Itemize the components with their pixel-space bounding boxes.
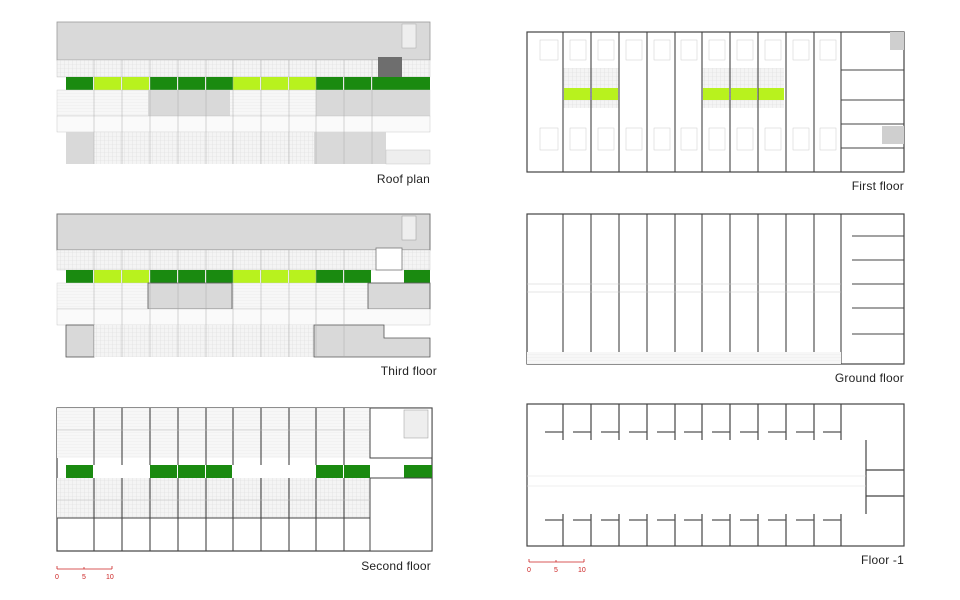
roof-plan: Roof plan [56,21,431,186]
plan-label-floor-minus-1: Floor -1 [861,553,904,567]
ground-floor-plan: Ground floor [526,213,905,385]
scale-bar-right: 0 5 10 [527,559,586,574]
plan-label-third-floor: Third floor [381,364,437,378]
roof-mass-top [56,21,431,61]
second-floor-green-band [66,465,432,519]
scale-bar-left: 0 5 10 [55,566,114,581]
first-floor-plan: First floor [526,31,905,193]
third-floor-plan: Third floor [56,213,437,378]
roof-green-band [66,77,430,90]
scale-tick-5: 5 [82,574,86,581]
scale-tick-10-right: 10 [578,567,586,574]
scale-tick-0-right: 0 [527,567,531,574]
scale-tick-5-right: 5 [554,567,558,574]
third-floor-green-band [66,270,430,283]
second-floor-plan: Second floor 0 5 10 [55,407,433,581]
first-floor-green-band [564,88,784,100]
scale-tick-10: 10 [106,574,114,581]
floor-minus-1-plan: Floor -1 0 5 10 [526,403,905,574]
plan-label-ground-floor: Ground floor [835,371,904,385]
plan-label-second-floor: Second floor [361,559,431,573]
scale-tick-0: 0 [55,574,59,581]
plan-label-roof: Roof plan [377,172,430,186]
plan-label-first-floor: First floor [852,179,904,193]
